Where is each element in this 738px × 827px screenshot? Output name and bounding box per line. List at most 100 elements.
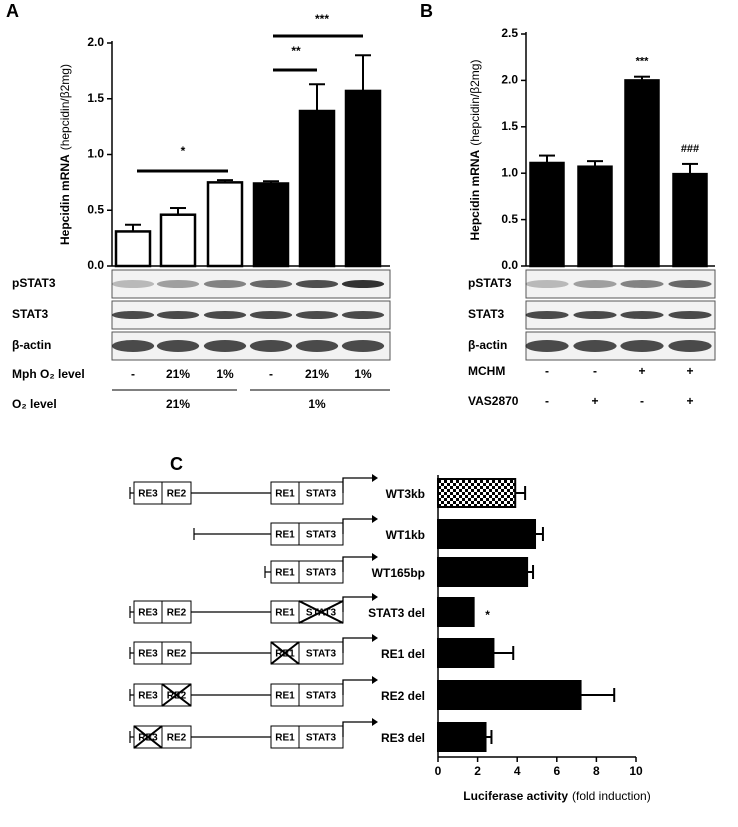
condition-value: 1%: [216, 367, 234, 381]
y-tick-label: 0.0: [87, 258, 104, 272]
significance-mark: ***: [636, 56, 650, 68]
x-label-unit: (fold induction): [572, 789, 651, 803]
condition-label: MCHM: [468, 364, 505, 378]
condition-label: Mph O₂ level: [12, 367, 85, 381]
blot-band: [620, 340, 664, 352]
bar: [437, 478, 517, 508]
blot-band: [573, 340, 617, 352]
construct-element: [161, 481, 192, 505]
bar: [437, 722, 487, 752]
bar: [206, 181, 244, 268]
x-tick-label: 6: [553, 764, 560, 778]
element-label: STAT3: [306, 568, 337, 579]
blot-band: [525, 340, 569, 352]
blot-band: [156, 340, 200, 352]
blot-band: [573, 280, 617, 288]
bar: [437, 638, 495, 668]
y-label-main: Hepcidin mRNA: [58, 154, 72, 245]
y-label-unit: (hepcidin/β2mg): [58, 64, 72, 150]
blot-band: [668, 340, 712, 352]
x-axis-label: Luciferase activity (fold induction): [463, 789, 650, 803]
condition-value: -: [640, 394, 644, 408]
element-label: STAT3: [306, 489, 337, 500]
element-label: RE1: [275, 489, 295, 500]
condition-value: +: [686, 364, 693, 378]
element-label: RE3: [138, 649, 158, 660]
element-label: RE1: [275, 733, 295, 744]
x-tick-label: 0: [435, 764, 442, 778]
x-label-main: Luciferase activity: [463, 789, 568, 803]
condition-value: 1%: [354, 367, 372, 381]
bar: [672, 172, 708, 268]
blot-band: [249, 340, 293, 352]
arrow-head: [372, 515, 378, 523]
deletion-cross: [133, 725, 163, 749]
significance-mark: ###: [681, 143, 699, 155]
y-axis-label: Hepcidin mRNA (hepcidin/β2mg): [468, 60, 482, 241]
y-tick-label: 2.0: [501, 73, 518, 87]
bar: [437, 519, 537, 549]
category-label: RE2 del: [381, 689, 425, 703]
x-tick-label: 2: [474, 764, 481, 778]
construct-element: [161, 725, 192, 749]
condition-value: -: [545, 364, 549, 378]
bar: [624, 79, 660, 268]
element-label: STAT3: [306, 530, 337, 541]
element-label: RE1: [275, 608, 295, 619]
blot-band: [203, 311, 247, 319]
condition-value: 21%: [166, 367, 190, 381]
y-tick-label: 1.5: [87, 91, 104, 105]
element-label: RE3: [138, 489, 158, 500]
condition-value: 1%: [308, 397, 326, 411]
blot-label: STAT3: [12, 307, 49, 321]
condition-value: 21%: [305, 367, 329, 381]
element-label: RE3: [138, 608, 158, 619]
blot-band: [203, 280, 247, 288]
blot-band: [295, 280, 339, 288]
significance-mark: **: [291, 44, 301, 58]
bar: [437, 680, 582, 710]
blot-label: STAT3: [468, 307, 505, 321]
bar: [577, 165, 613, 268]
promoter-arrow: [342, 679, 372, 695]
element-label: RE3: [138, 691, 158, 702]
y-tick-label: 2.0: [87, 35, 104, 49]
arrow-head: [372, 718, 378, 726]
promoter-arrow: [342, 596, 372, 612]
bar: [529, 161, 565, 268]
x-tick-label: 10: [629, 764, 643, 778]
x-tick-label: 8: [593, 764, 600, 778]
element-label: RE1: [275, 691, 295, 702]
category-label: STAT3 del: [368, 606, 425, 620]
promoter-arrow: [342, 637, 372, 653]
construct-element: [161, 600, 192, 624]
blot-band: [249, 280, 293, 288]
bar: [114, 230, 152, 268]
deletion-cross: [270, 641, 300, 665]
blot-band: [525, 311, 569, 319]
blot-band: [249, 311, 293, 319]
promoter-arrow: [342, 518, 372, 534]
blot-band: [573, 311, 617, 319]
arrow-head: [372, 676, 378, 684]
category-label: WT3kb: [386, 487, 425, 501]
condition-value: 21%: [166, 397, 190, 411]
blot-label: β-actin: [12, 338, 51, 352]
blot-band: [111, 340, 155, 352]
condition-value: -: [131, 367, 135, 381]
promoter-arrow: [342, 477, 372, 493]
blot-label: pSTAT3: [468, 276, 512, 290]
blot-band: [668, 280, 712, 288]
condition-value: +: [638, 364, 645, 378]
condition-value: -: [593, 364, 597, 378]
blot-band: [156, 311, 200, 319]
element-label: STAT3: [306, 649, 337, 660]
y-tick-label: 1.0: [501, 165, 518, 179]
condition-value: +: [686, 394, 693, 408]
bar: [252, 182, 290, 268]
bar: [437, 557, 529, 587]
blot-band: [620, 311, 664, 319]
blot-band: [295, 340, 339, 352]
construct-element: [161, 641, 192, 665]
